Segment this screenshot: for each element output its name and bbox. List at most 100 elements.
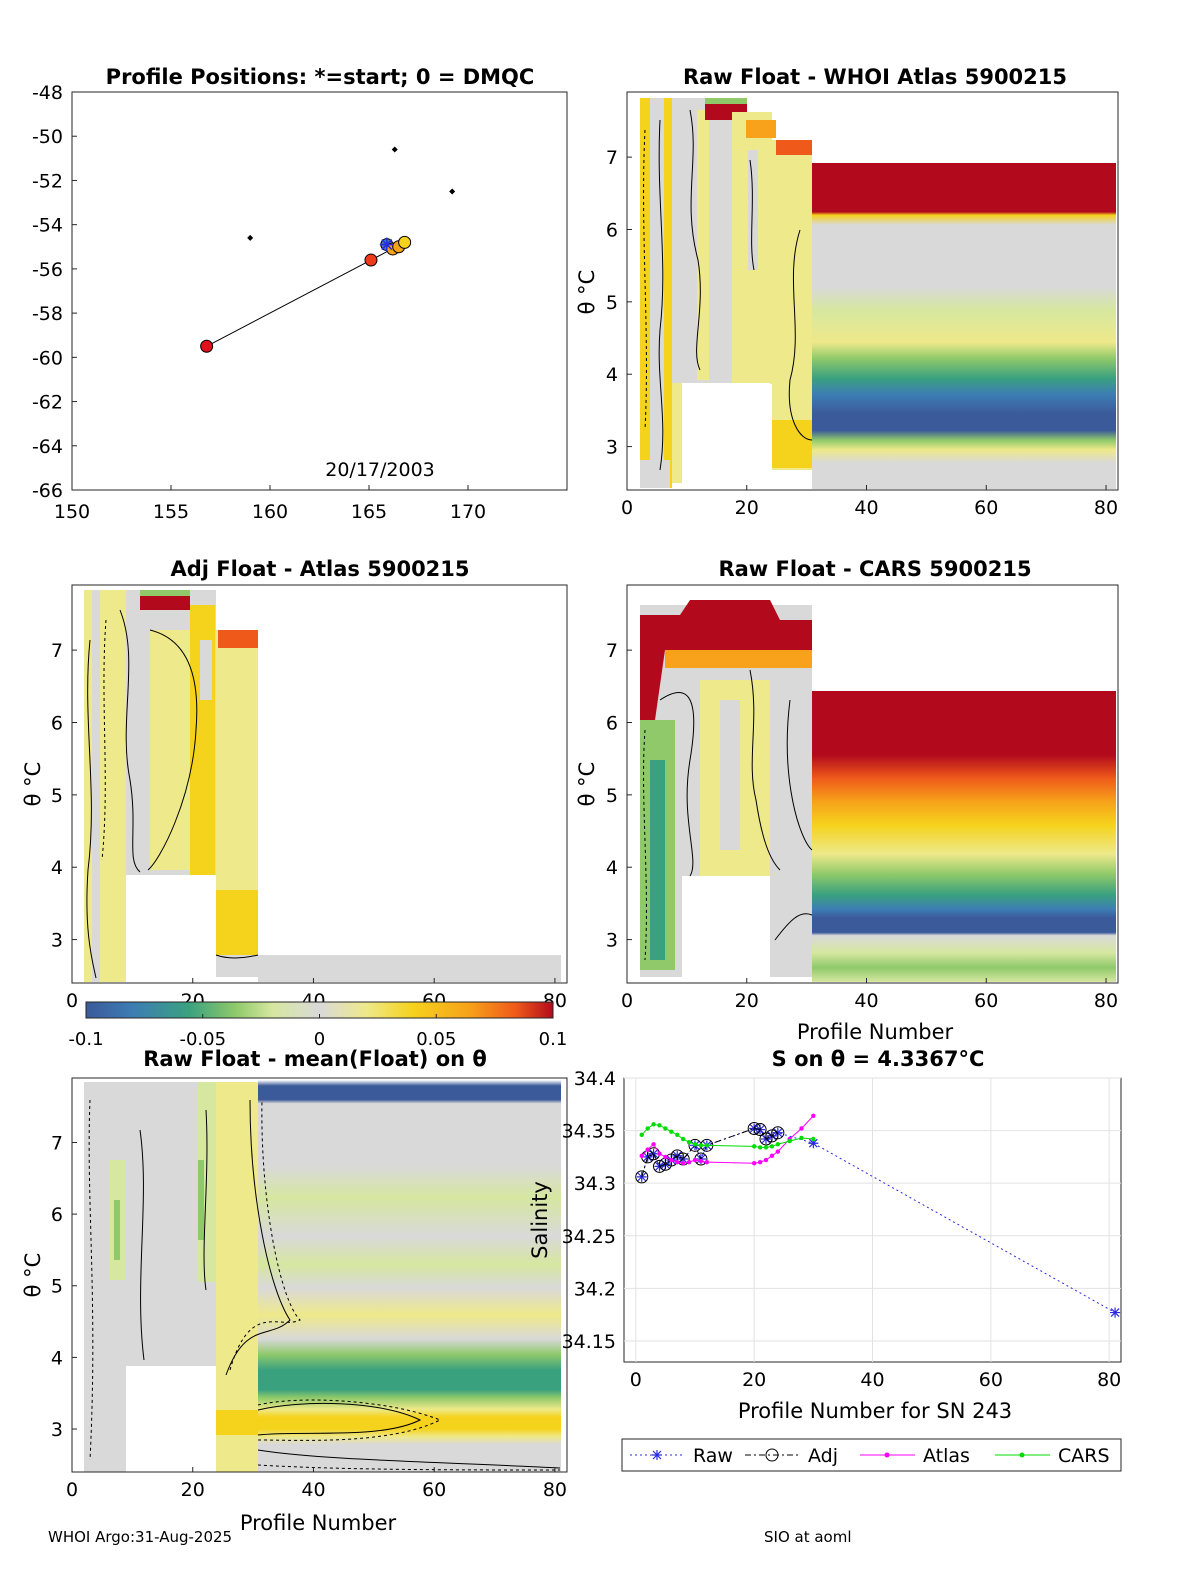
- raw-mean-xlabel: Profile Number: [240, 1511, 397, 1535]
- atlas-point: [698, 1158, 704, 1164]
- x-tick-label: 20: [735, 497, 759, 519]
- x-tick-label: 20: [735, 990, 759, 1012]
- y-tick-label: -60: [32, 347, 63, 369]
- y-tick-label: 6: [51, 712, 63, 734]
- cars-point: [663, 1126, 668, 1131]
- profile-point: [398, 235, 412, 249]
- y-tick-label: -54: [32, 215, 63, 237]
- legend-marker-adj: [765, 1448, 779, 1462]
- x-tick-label: 40: [301, 1479, 325, 1501]
- y-tick-label: 5: [51, 785, 63, 807]
- cars-point: [787, 1138, 792, 1144]
- x-tick-label: 60: [422, 1479, 446, 1501]
- island-outline: [449, 188, 456, 195]
- positions-annotation: 20/17/2003: [325, 459, 435, 481]
- island-outline: [247, 234, 254, 241]
- raw-mean-field: [84, 1080, 561, 1472]
- y-tick-label: 5: [51, 1276, 63, 1298]
- cars-point: [769, 1144, 775, 1149]
- raw-atlas-ylabel: θ °C: [575, 270, 599, 315]
- x-tick-label: 40: [854, 990, 878, 1012]
- legend-marker-raw: [652, 1450, 662, 1460]
- legend-label-cars: CARS: [1058, 1445, 1110, 1467]
- salinity-xlabel: Profile Number for SN 243: [738, 1399, 1012, 1423]
- y-tick-label: -56: [32, 259, 63, 281]
- atlas-point: [675, 1159, 680, 1165]
- x-tick-label: 165: [351, 501, 387, 523]
- panel-raw-mean: Raw Float - mean(Float) on θ 0 20 40 60 80 3 4…: [21, 1047, 568, 1535]
- y-tick-label: -52: [32, 170, 63, 192]
- cars-point: [692, 1142, 698, 1147]
- atlas-point: [757, 1159, 763, 1165]
- x-tick-label: 80: [1094, 497, 1118, 519]
- cars-point: [651, 1122, 656, 1127]
- y-tick-label: 3: [606, 930, 618, 952]
- profile-point: [200, 339, 214, 353]
- x-tick-label: 60: [979, 1369, 1003, 1391]
- colorbar-tick-label: 0.05: [416, 1029, 456, 1050]
- atlas-point: [763, 1157, 769, 1163]
- raw-atlas-ticks: 0 20 40 60 80 3 4 5 6 7: [606, 147, 1118, 519]
- cars-point: [669, 1129, 674, 1134]
- colorbar-tick-label: 0.1: [539, 1029, 568, 1050]
- atlas-point: [657, 1151, 662, 1156]
- cars-point: [657, 1123, 662, 1128]
- cars-point: [675, 1132, 680, 1138]
- adj-point: [759, 1132, 773, 1146]
- atlas-point: [751, 1161, 757, 1166]
- x-tick-label: 0: [66, 990, 78, 1012]
- cars-point: [811, 1136, 816, 1142]
- x-tick-label: 0: [621, 497, 633, 519]
- legend-marker-atlas: [884, 1452, 890, 1458]
- raw-mean-plot-area: [71, 1077, 568, 1473]
- panel-raw-cars: Raw Float - CARS 5900215 0 20 40 60 8034567 …: [575, 557, 1119, 1044]
- cars-point: [645, 1126, 650, 1131]
- y-tick-label: -62: [32, 392, 63, 414]
- x-tick-label: 40: [854, 497, 878, 519]
- raw-point: [648, 1148, 659, 1159]
- atlas-point: [686, 1159, 692, 1165]
- salinity-grid: [624, 1077, 1121, 1362]
- raw-point: [642, 1151, 653, 1162]
- adj-point: [747, 1121, 761, 1135]
- positions-marks: [200, 146, 456, 353]
- cars-point: [698, 1143, 704, 1148]
- raw-atlas-field: [640, 98, 1116, 489]
- x-tick-label: 170: [450, 501, 486, 523]
- salinity-series: [635, 1113, 1121, 1318]
- y-tick-label: 5: [606, 292, 618, 314]
- cars-point: [799, 1135, 804, 1141]
- island-outline: [391, 146, 398, 153]
- raw-mean-title: Raw Float - mean(Float) on θ: [143, 1047, 487, 1071]
- atlas-point: [775, 1149, 781, 1154]
- adj-point: [771, 1126, 785, 1140]
- salinity-ticks: 0 20 40 60 80 34.4 34.35 34.3 34.25 34.2 34.15: [562, 1068, 1122, 1391]
- cars-point: [639, 1132, 644, 1138]
- cars-point: [757, 1145, 763, 1150]
- y-tick-label: 34.35: [562, 1121, 616, 1143]
- x-tick-label: 20: [181, 1479, 205, 1501]
- y-tick-label: 3: [606, 437, 618, 459]
- y-tick-label: 34.25: [562, 1226, 616, 1248]
- atlas-point: [769, 1153, 775, 1159]
- raw-point: [672, 1150, 683, 1161]
- y-tick-label: 34.2: [574, 1278, 616, 1300]
- x-tick-label: 60: [974, 497, 998, 519]
- cars-point: [686, 1139, 692, 1145]
- cars-point: [775, 1142, 781, 1147]
- atlas-point: [680, 1161, 686, 1166]
- positions-ticks: 150 155 160 165 170 -48 -50 -52 -54 -56 -58 -60 -62 -…: [32, 82, 486, 523]
- x-tick-label: 80: [543, 1479, 567, 1501]
- cars-point: [704, 1143, 710, 1148]
- raw-cars-xlabel: Profile Number: [797, 1020, 954, 1044]
- x-tick-label: 80: [1094, 990, 1118, 1012]
- start-marker: [379, 237, 394, 252]
- x-tick-label: 0: [621, 990, 633, 1012]
- y-tick-label: 7: [51, 1132, 63, 1154]
- y-tick-label: 6: [606, 712, 618, 734]
- adj-point: [653, 1159, 666, 1173]
- y-tick-label: -48: [32, 82, 63, 104]
- cars-point: [680, 1136, 686, 1142]
